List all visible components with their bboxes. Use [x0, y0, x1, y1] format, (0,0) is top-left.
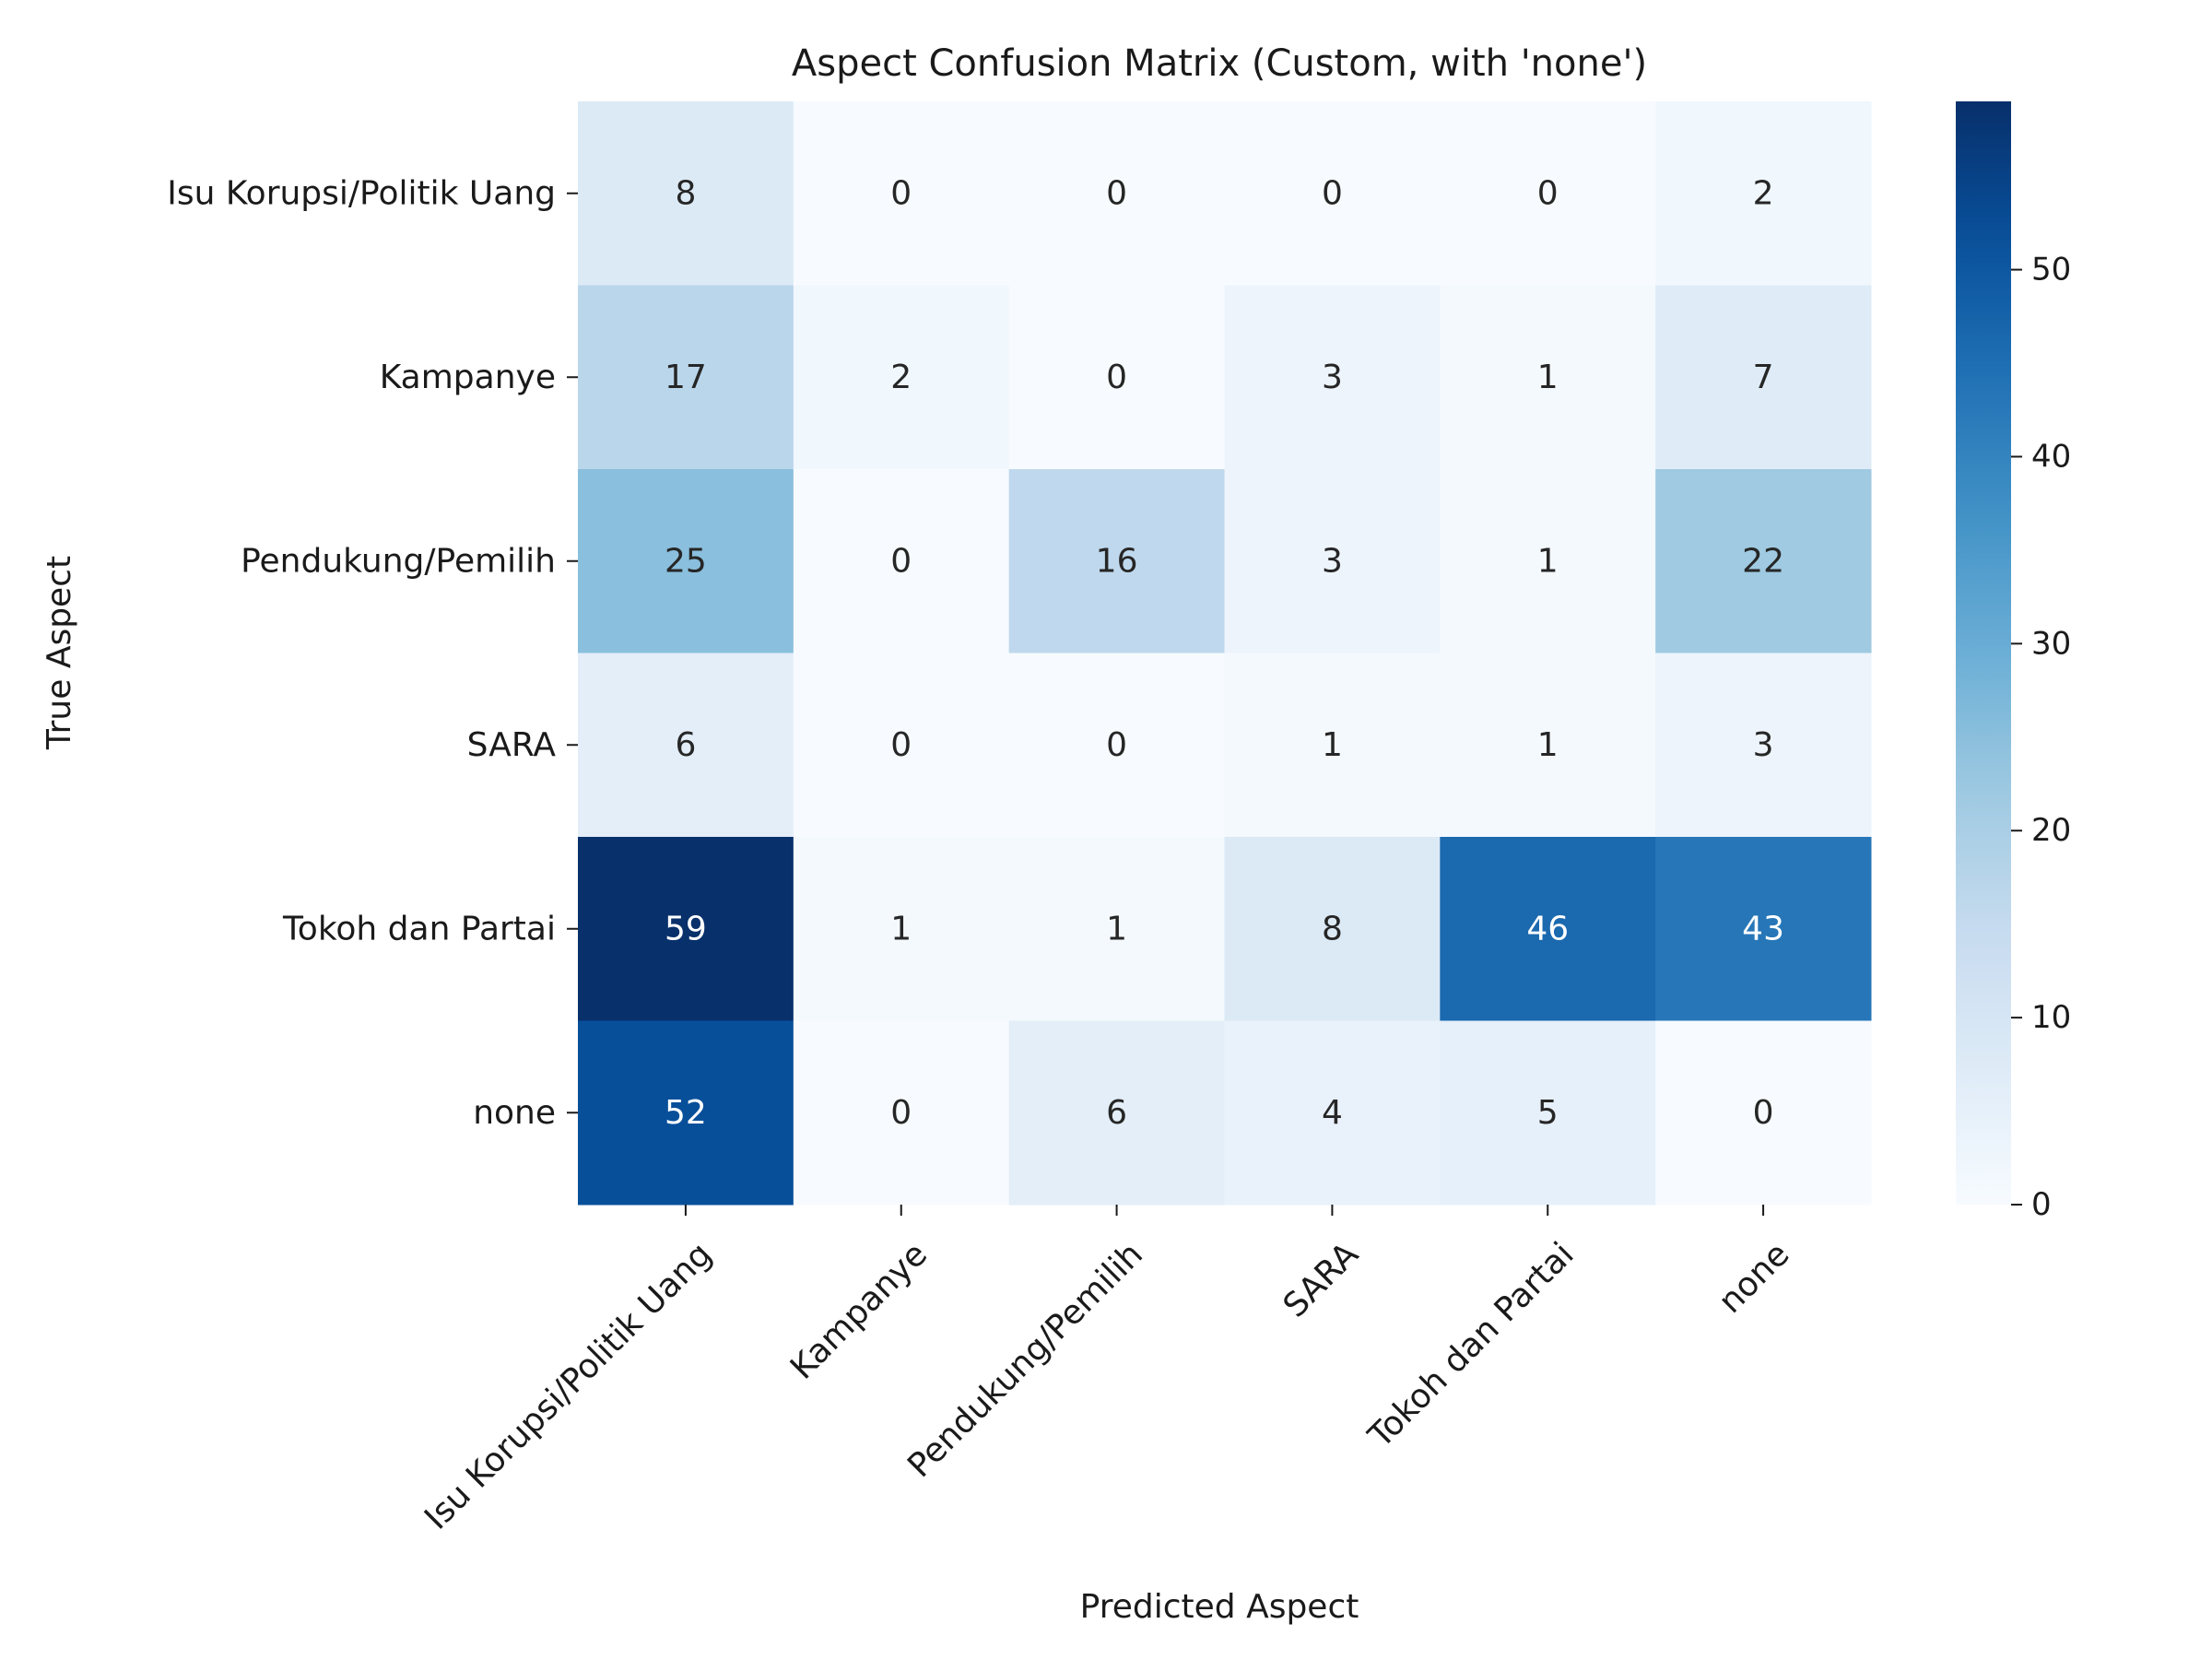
- cell-value-label: 0: [1322, 174, 1343, 212]
- x-tick-label: Kampanye: [783, 1235, 935, 1386]
- colorbar-tick-label: 40: [2031, 438, 2071, 475]
- heatmap-cell: [1008, 837, 1225, 1021]
- cell-value-label: 1: [1322, 726, 1343, 764]
- y-tick-label: Isu Korupsi/Politik Uang: [167, 174, 556, 212]
- colorbar-tick-label: 50: [2031, 252, 2071, 288]
- cell-value-label: 22: [1742, 542, 1784, 580]
- x-tick-label: Pendukung/Pemilih: [900, 1235, 1150, 1485]
- heatmap-cell: [1655, 653, 1872, 838]
- cell-value-label: 0: [1106, 726, 1127, 764]
- colorbar-gradient: [1956, 101, 2011, 1205]
- cell-value-label: 0: [890, 542, 912, 580]
- cell-value-label: 3: [1322, 542, 1343, 580]
- heatmap-cell: [1224, 285, 1441, 470]
- y-tick-label: Kampanye: [380, 359, 556, 396]
- cell-value-label: 25: [665, 542, 707, 580]
- heatmap-cell: [793, 1020, 1010, 1206]
- heatmap-cell: [1440, 469, 1656, 653]
- heatmap-cell: [1440, 837, 1656, 1021]
- x-tick-label: Isu Korupsi/Politik Uang: [418, 1235, 719, 1536]
- heatmap-cell: [578, 285, 794, 470]
- heatmap-cell: [1440, 653, 1656, 838]
- colorbar: 0 10 20 30 40 50: [1956, 101, 2071, 1223]
- cell-value-label: 46: [1526, 910, 1569, 947]
- x-tick-label: SARA: [1277, 1235, 1366, 1324]
- cell-value-label: 52: [665, 1094, 707, 1132]
- cell-value-label: 0: [890, 174, 912, 212]
- cell-value-label: 4: [1322, 1094, 1343, 1132]
- heatmap-cell: [578, 1020, 794, 1206]
- heatmap-cell: [1008, 653, 1225, 838]
- heatmap-cell: [1224, 1020, 1441, 1206]
- heatmap-cell: [1008, 1020, 1225, 1206]
- cell-value-label: 0: [1753, 1094, 1774, 1132]
- heatmap-cell: [1440, 101, 1656, 286]
- cell-value-label: 16: [1096, 542, 1138, 580]
- cell-value-label: 6: [1106, 1094, 1127, 1132]
- y-tick-label: Pendukung/Pemilih: [241, 542, 556, 580]
- cell-value-label: 1: [890, 910, 912, 947]
- y-axis: Isu Korupsi/Politik Uang Kampanye Pendukun…: [167, 174, 578, 1132]
- heatmap-cell: [1655, 101, 1872, 286]
- heatmap-cell: [1224, 653, 1441, 838]
- cell-value-label: 0: [890, 1094, 912, 1132]
- heatmap-cell: [1440, 285, 1656, 470]
- y-tick-label: SARA: [467, 726, 557, 764]
- x-axis: Isu Korupsi/Politik Uang KampanyePendukun…: [418, 1205, 1797, 1537]
- cell-value-label: 0: [890, 726, 912, 764]
- heatmap-cell: [793, 469, 1010, 653]
- cell-value-label: 2: [1753, 174, 1774, 212]
- x-tick-label: Tokoh dan Partai: [1361, 1235, 1582, 1455]
- heatmap-cell: [578, 101, 794, 286]
- cell-value-label: 5: [1537, 1094, 1559, 1132]
- y-axis-label: True Aspect: [41, 556, 78, 750]
- cell-value-label: 3: [1322, 359, 1343, 396]
- cell-value-label: 1: [1106, 910, 1127, 947]
- cell-value-label: 0: [1537, 174, 1559, 212]
- heatmap-cell: [1655, 285, 1872, 470]
- heatmap-cell: [578, 469, 794, 653]
- heatmap-cell: [1224, 101, 1441, 286]
- cell-value-label: 1: [1537, 726, 1559, 764]
- y-tick-label: Tokoh dan Partai: [282, 910, 556, 947]
- cell-value-label: 43: [1742, 910, 1784, 947]
- cell-value-label: 59: [665, 910, 707, 947]
- heatmap-cell: [1008, 469, 1225, 653]
- cell-value-label: 0: [1106, 359, 1127, 396]
- cell-value-label: 1: [1537, 359, 1559, 396]
- colorbar-tick-label: 0: [2031, 1186, 2052, 1223]
- heatmap-cell: [793, 101, 1010, 286]
- y-tick-label: none: [473, 1094, 556, 1132]
- heatmap-cell: [793, 285, 1010, 470]
- cell-value-label: 2: [890, 359, 912, 396]
- cell-value-label: 8: [675, 174, 696, 212]
- cell-value-label: 6: [675, 726, 696, 764]
- x-axis-label: Predicted Aspect: [1080, 1588, 1359, 1626]
- x-tick-label: none: [1712, 1235, 1796, 1320]
- heatmap-cell: [578, 837, 794, 1021]
- colorbar-tick-label: 20: [2031, 812, 2071, 849]
- heatmap-cell: [1655, 1020, 1872, 1206]
- heatmap-cell: [1440, 1020, 1656, 1206]
- cell-value-label: 7: [1753, 359, 1774, 396]
- cell-value-label: 0: [1106, 174, 1127, 212]
- heatmap-cell: [793, 837, 1010, 1021]
- heatmap-cell: [1224, 469, 1441, 653]
- cell-value-label: 1: [1537, 542, 1559, 580]
- heatmap-cell: [1655, 469, 1872, 653]
- heatmap-cell: [1655, 837, 1872, 1021]
- heatmap-cell: [578, 653, 794, 838]
- cell-value-label: 3: [1753, 726, 1774, 764]
- heatmap-cell: [1008, 101, 1225, 286]
- cell-value-label: 8: [1322, 910, 1343, 947]
- heatmap-cell: [793, 653, 1010, 838]
- heatmap-cell: [1224, 837, 1441, 1021]
- colorbar-tick-label: 30: [2031, 625, 2071, 662]
- chart-title: Aspect Confusion Matrix (Custom, with 'n…: [792, 42, 1647, 85]
- cell-value-label: 17: [665, 359, 707, 396]
- colorbar-tick-label: 10: [2031, 999, 2071, 1036]
- heatmap-cell: [1008, 285, 1225, 470]
